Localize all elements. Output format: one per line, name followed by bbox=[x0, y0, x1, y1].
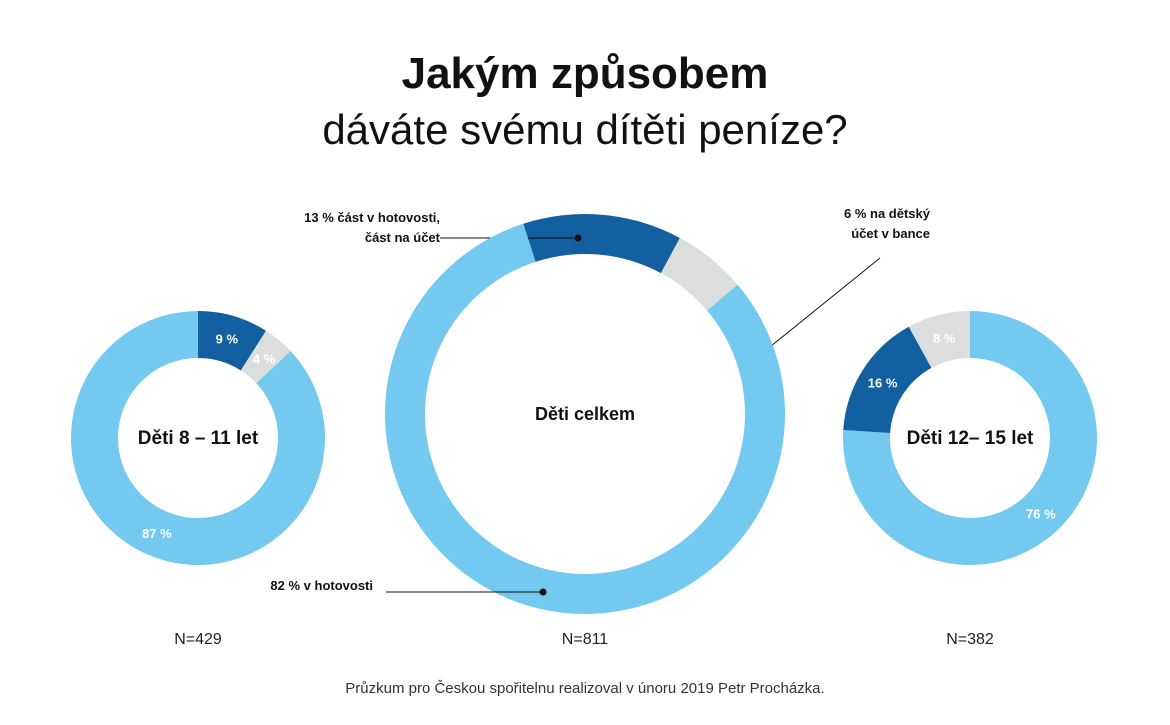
donut-slice-cash bbox=[70, 311, 325, 565]
donut-center-title: Děti 8 – 11 let bbox=[138, 428, 259, 449]
sample-size-label: N=382 bbox=[946, 631, 994, 648]
donut-slice-account bbox=[908, 311, 970, 368]
slice-label: 4 % bbox=[253, 351, 276, 366]
donut-slice-account bbox=[660, 237, 738, 311]
donut-chart: 9 % 4 % 87 % Děti 8 – 11 let N=429 bbox=[70, 311, 325, 648]
donut-slice-split bbox=[523, 214, 680, 274]
slice-label: 87 % bbox=[142, 526, 172, 541]
slice-label: 76 % bbox=[1026, 506, 1056, 521]
callout-leader-line bbox=[759, 257, 881, 356]
callout-dot bbox=[574, 234, 582, 242]
slice-callout-label: 6 % na dětský účet v bance bbox=[844, 206, 931, 241]
donut-slice-split bbox=[198, 311, 267, 371]
donut-chart: 76 % 16 % 8 % Děti 12– 15 let N=382 bbox=[843, 311, 1097, 648]
sample-size-label: N=429 bbox=[174, 631, 222, 648]
donut-center-title: Děti 12– 15 let bbox=[907, 428, 1034, 449]
slice-label: 16 % bbox=[868, 376, 898, 391]
footnote: Průzkum pro Českou spořitelnu realizoval… bbox=[345, 680, 825, 697]
donut-chart: 13 % část v hotovosti, část na účet 6 % na… bbox=[270, 206, 930, 648]
sample-size-label: N=811 bbox=[562, 631, 609, 648]
donut-slice-split bbox=[843, 326, 932, 433]
chart-subtitle: dáváte svému dítěti peníze? bbox=[322, 106, 848, 153]
chart-title: Jakým způsobem bbox=[401, 49, 769, 98]
slice-label: 8 % bbox=[933, 331, 956, 346]
slice-label: 9 % bbox=[216, 332, 239, 347]
donut-slice-account bbox=[240, 330, 291, 384]
slice-callout-label: 82 % v hotovosti bbox=[270, 578, 373, 593]
donut-slice-cash bbox=[843, 311, 1097, 565]
donut-center-title: Děti celkem bbox=[535, 404, 635, 424]
slice-callout-label: 13 % část v hotovosti, část na účet bbox=[304, 210, 440, 245]
callout-dot bbox=[539, 588, 547, 596]
